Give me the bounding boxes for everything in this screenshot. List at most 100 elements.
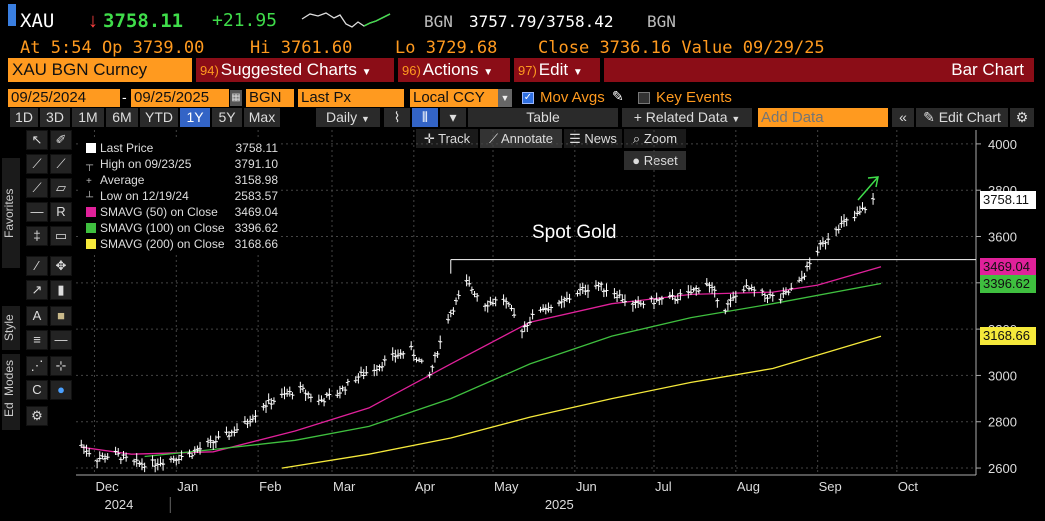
font-icon[interactable]: A — [26, 306, 48, 326]
price-bar-open — [398, 352, 401, 355]
text-tool-icon[interactable]: R — [50, 202, 72, 222]
fill-color-icon[interactable]: ■ — [50, 306, 72, 326]
price-bar-open — [308, 396, 312, 399]
price-tag: 3168.66 — [980, 327, 1036, 346]
settings-gear-icon[interactable]: ⚙ — [1010, 108, 1034, 127]
start-date-field[interactable]: 09/25/2024 — [8, 89, 120, 107]
collapse-icon[interactable]: « — [892, 108, 914, 127]
security-field[interactable]: XAU BGN Curncy — [8, 58, 192, 82]
price-bar-open — [192, 449, 195, 452]
currency-selector[interactable]: Local CCY — [410, 89, 506, 107]
key-events-label: Key Events — [656, 89, 732, 106]
price-bar-open — [741, 289, 744, 291]
price-bar-open — [382, 358, 386, 362]
price-bar-open — [485, 304, 488, 307]
price-bar-open — [564, 297, 568, 301]
period-5y-button[interactable]: 5Y — [212, 108, 242, 127]
price-bar-open — [408, 345, 412, 348]
palette-icon[interactable]: ● — [50, 380, 72, 400]
currency-dropdown-icon[interactable]: ▼ — [498, 89, 512, 107]
caret-down-icon: ▼ — [483, 67, 494, 78]
horizontal-line-icon[interactable]: — — [26, 202, 48, 222]
edit-chart-button[interactable]: ✎ Edit Chart — [916, 108, 1008, 127]
line-chart-icon[interactable]: ⌇ — [384, 108, 410, 127]
rectangle-icon[interactable]: ▭ — [50, 226, 72, 246]
price-bar-open — [187, 451, 190, 455]
move-icon[interactable]: ✥ — [50, 256, 72, 276]
source-field[interactable]: BGN — [246, 89, 294, 107]
period-max-button[interactable]: Max — [244, 108, 280, 127]
magnet-icon[interactable]: ⊹ — [50, 356, 72, 376]
actions-menu[interactable]: 96) Actions ▼ — [398, 58, 510, 82]
price-bar-open — [870, 197, 874, 200]
bar-chart-icon[interactable]: ⫴ — [412, 108, 438, 127]
price-bar-open — [139, 462, 143, 466]
line-style-icon[interactable]: — — [50, 330, 72, 350]
price-bar-open — [601, 290, 605, 293]
calendar-icon[interactable]: ▦ — [230, 90, 242, 106]
price-bar-open — [693, 287, 697, 290]
period-ytd-button[interactable]: YTD — [140, 108, 178, 127]
cursor-icon[interactable]: ↖ — [26, 130, 48, 150]
x-tick-label: Oct — [898, 479, 919, 494]
trash-icon[interactable]: ▮ — [50, 280, 72, 300]
frequency-dropdown[interactable]: Daily ▼ — [316, 108, 380, 127]
price-bar-open — [525, 324, 528, 328]
line-width-icon[interactable]: ≡ — [26, 330, 48, 350]
period-1y-button[interactable]: 1Y — [180, 108, 210, 127]
track-button[interactable]: ✛ Track — [416, 129, 478, 148]
price-bar-open — [839, 222, 842, 225]
ticker-marker — [8, 4, 16, 26]
period-3d-button[interactable]: 3D — [40, 108, 70, 127]
key-events-checkbox[interactable] — [638, 92, 650, 104]
period-6m-button[interactable]: 6M — [106, 108, 138, 127]
field-selector[interactable]: Last Px — [298, 89, 404, 107]
segment-icon[interactable]: ⟋ — [26, 178, 48, 198]
end-date-field[interactable]: 09/25/2025 — [131, 89, 229, 107]
chart-dropdown-icon[interactable]: ▾ — [440, 108, 466, 127]
period-1m-button[interactable]: 1M — [72, 108, 104, 127]
x-tick-label: Dec — [95, 479, 119, 494]
price-bar-open — [841, 220, 845, 222]
high-value: 3761.60 — [280, 38, 353, 58]
ray-icon[interactable]: ⟋ — [50, 154, 72, 174]
price-bar-open — [667, 295, 671, 298]
draw-menu-icon[interactable]: ✐ — [50, 130, 72, 150]
price-bar-open — [464, 279, 467, 282]
zoom-button[interactable]: ⌕ Zoom — [624, 129, 686, 148]
y-tick-label: 4000 — [988, 137, 1017, 152]
price-bar-open — [562, 298, 565, 301]
reset-button[interactable]: ● Reset — [624, 151, 686, 170]
news-button[interactable]: ☰ News — [564, 129, 622, 148]
bid-ask: 3757.79/3758.42 — [469, 12, 614, 31]
trendline-icon[interactable]: ⟋ — [26, 154, 48, 174]
price-bar-open — [242, 420, 246, 423]
price-bar-open — [171, 458, 174, 461]
pencil-icon[interactable]: ✎ — [612, 88, 624, 104]
price-bar-open — [176, 458, 180, 462]
edit-menu[interactable]: 97) Edit ▼ — [514, 58, 600, 82]
snap-icon[interactable]: C — [26, 380, 48, 400]
fib-icon[interactable]: ‡ — [26, 226, 48, 246]
add-data-input[interactable] — [758, 108, 888, 127]
check-icon: ✓ — [523, 92, 533, 103]
last-price: 3758.11 — [103, 10, 184, 32]
mov-avgs-checkbox[interactable]: ✓ — [522, 92, 534, 104]
period-1d-button[interactable]: 1D — [10, 108, 38, 127]
related-data-button[interactable]: + Related Data ▼ — [622, 108, 752, 127]
crosshair-icon: ✛ — [423, 131, 435, 146]
dashed-line-icon[interactable]: ⋰ — [26, 356, 48, 376]
price-bar-open — [704, 282, 708, 286]
select-icon[interactable]: ↗ — [26, 280, 48, 300]
settings-gear-icon[interactable]: ⚙ — [26, 406, 48, 426]
quote-details: At 5:54 Op 3739.00 — [20, 38, 204, 58]
suggested-charts-menu[interactable]: 94) Suggested Charts ▼ — [196, 58, 394, 82]
channel-icon[interactable]: ▱ — [50, 178, 72, 198]
table-button[interactable]: Table — [468, 108, 618, 127]
legend-value: 3158.98 — [234, 173, 278, 187]
annotate-button[interactable]: ⟋ Annotate — [480, 129, 562, 148]
legend-swatch — [86, 207, 96, 217]
brush-icon[interactable]: ⁄ — [26, 256, 48, 276]
legend-label: Low on 12/19/24 — [100, 189, 189, 203]
